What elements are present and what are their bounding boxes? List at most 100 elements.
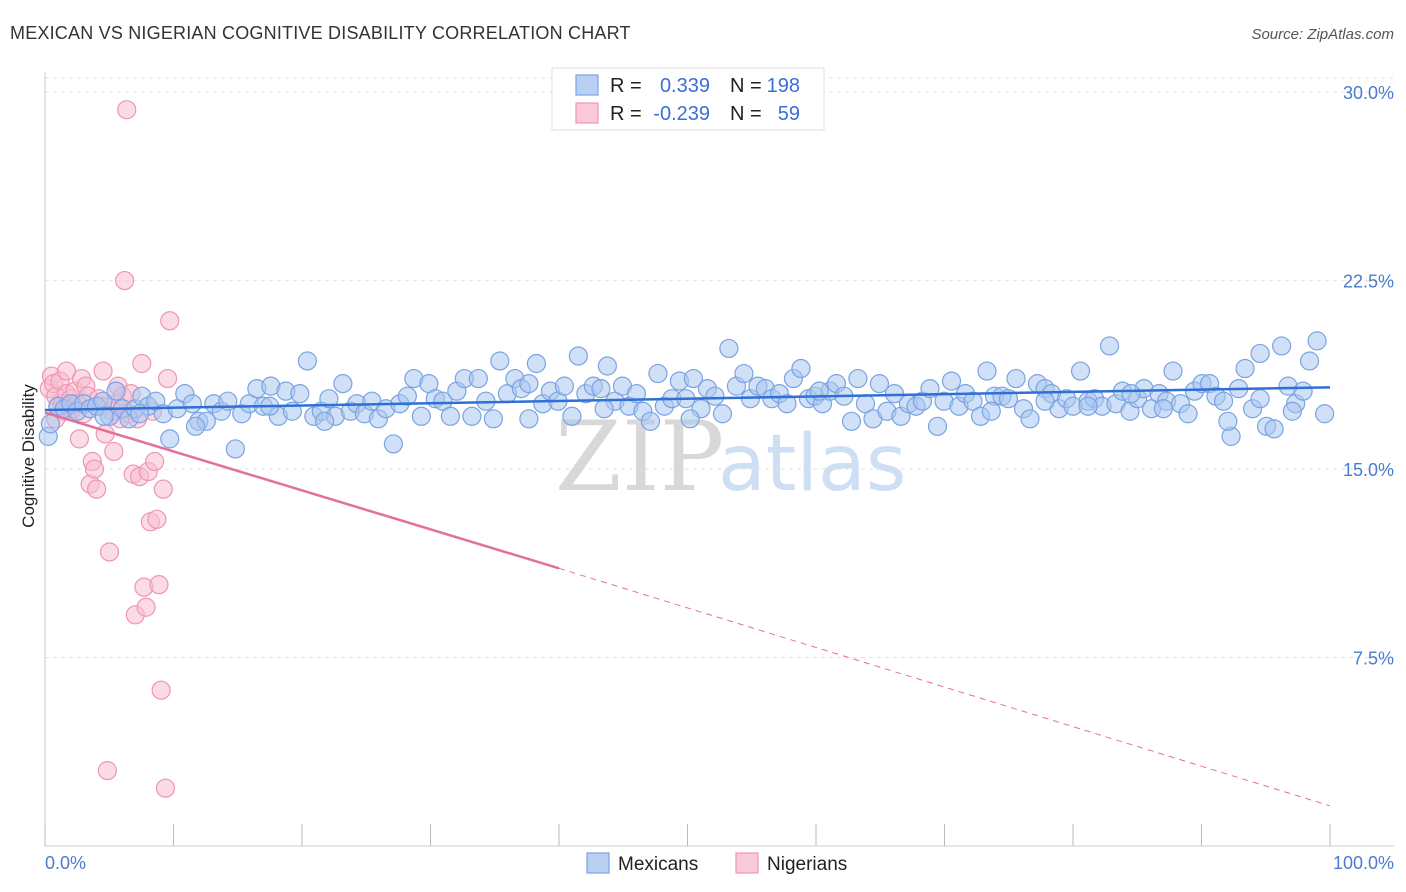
- y-axis-label: Cognitive Disability: [19, 384, 38, 528]
- legend-n-label-mexicans: N =: [730, 75, 762, 97]
- x-tick-label-max: 100.0%: [1333, 853, 1394, 873]
- mexican-point: [462, 406, 482, 426]
- mexican-point: [941, 371, 962, 391]
- mexican-point: [848, 368, 868, 389]
- mexican-point: [568, 346, 588, 366]
- bottom-legend-label-mexicans: Mexicans: [618, 854, 698, 875]
- mexican-point: [1006, 368, 1026, 389]
- nigerian-point: [69, 429, 90, 449]
- mexican-point: [440, 406, 460, 426]
- mexican-point: [791, 358, 811, 379]
- y-tick-label: 22.5%: [1343, 272, 1394, 292]
- mexican-point: [94, 406, 114, 426]
- mexican-point: [1250, 343, 1270, 364]
- mexican-point: [1250, 389, 1270, 409]
- mexican-point: [680, 409, 700, 429]
- mexican-point: [712, 404, 733, 424]
- mexican-point: [719, 338, 739, 359]
- y-tick-label: 30.0%: [1343, 83, 1394, 103]
- mexican-point: [526, 353, 547, 374]
- mexican-point: [290, 384, 310, 404]
- legend-swatch-nigerians: [575, 102, 599, 124]
- trend-line-mexicans: [44, 386, 1331, 412]
- mexican-point: [1163, 361, 1183, 381]
- mexican-point: [977, 361, 997, 381]
- legend-swatch-mexicans: [575, 74, 599, 96]
- nigerian-point: [147, 509, 167, 529]
- trend-line-nigerians: [44, 411, 560, 570]
- mexican-point: [490, 351, 510, 371]
- legend-r-label-mexicans: R =: [610, 75, 642, 97]
- nigerian-point: [149, 575, 169, 595]
- mexican-point: [1315, 404, 1335, 424]
- mexican-point: [185, 416, 206, 436]
- nigerian-point: [114, 270, 135, 291]
- mexican-point: [562, 406, 582, 426]
- x-axis-ticks: [44, 824, 1331, 846]
- trend-lines: [44, 386, 1331, 807]
- mexican-point: [40, 414, 60, 434]
- legend-r-value-mexicans: 0.339: [660, 75, 710, 97]
- nigerian-point: [97, 761, 117, 781]
- legend-n-value-nigerians: 59: [778, 103, 800, 125]
- y-tick-label: 7.5%: [1353, 649, 1394, 669]
- mexican-point: [1218, 411, 1238, 431]
- legend-n-value-mexicans: 198: [767, 75, 800, 97]
- mexican-point: [927, 416, 948, 436]
- mexican-point: [519, 374, 539, 394]
- watermark-atlas: atlas: [718, 419, 907, 509]
- mexican-point: [1121, 384, 1141, 404]
- nigerian-point: [56, 361, 77, 381]
- mexican-point: [1178, 404, 1198, 424]
- mexican-point: [648, 363, 668, 384]
- chart-source: Source: ZipAtlas.com: [1251, 26, 1394, 43]
- mexican-point: [777, 394, 797, 414]
- nigerian-point: [155, 778, 176, 798]
- nigerian-point: [99, 542, 120, 562]
- x-tick-label-min: 0.0%: [45, 853, 86, 873]
- mexican-point: [597, 356, 617, 376]
- legend-r-label-nigerians: R =: [610, 103, 642, 125]
- mexican-point: [319, 389, 339, 409]
- mexican-point: [981, 401, 1001, 421]
- mexican-point: [297, 351, 317, 371]
- mexican-point: [1078, 396, 1098, 416]
- mexican-point: [225, 439, 245, 459]
- y-tick-labels: 7.5% 15.0% 22.5% 30.0%: [1343, 83, 1394, 668]
- mexican-point: [519, 409, 539, 429]
- series-nigerians: [39, 100, 180, 798]
- mexican-point: [1264, 419, 1284, 439]
- legend-r-value-nigerians: -0.239: [653, 103, 710, 125]
- mexican-point: [869, 374, 890, 394]
- bottom-legend-swatch-nigerians: [735, 852, 759, 874]
- mexican-point: [106, 381, 126, 401]
- mexican-point: [626, 384, 647, 404]
- mexican-point: [841, 411, 862, 431]
- bottom-legend: Mexicans Nigerians: [586, 852, 847, 875]
- mexican-point: [734, 363, 754, 384]
- nigerian-point: [157, 368, 178, 389]
- nigerian-point: [151, 680, 171, 700]
- mexican-point: [1070, 361, 1091, 381]
- legend-box: R = 0.339 N = 198 R = -0.239 N = 59: [551, 67, 825, 131]
- mexican-point: [468, 368, 488, 389]
- mexican-point: [383, 434, 404, 454]
- mexican-point: [1213, 391, 1234, 411]
- nigerian-point: [87, 479, 107, 499]
- y-tick-label: 15.0%: [1343, 460, 1394, 480]
- mexican-point: [640, 411, 661, 431]
- mexican-point: [433, 391, 453, 411]
- bottom-legend-label-nigerians: Nigerians: [767, 854, 847, 875]
- mexican-point: [1099, 336, 1120, 356]
- legend-n-label-nigerians: N =: [730, 103, 762, 125]
- mexican-point: [1299, 351, 1320, 371]
- mexican-point: [594, 399, 614, 419]
- nigerian-point: [132, 353, 152, 374]
- mexican-point: [554, 376, 574, 396]
- mexican-point: [1035, 391, 1055, 411]
- mexican-point: [160, 429, 180, 449]
- nigerian-point: [136, 597, 156, 617]
- nigerian-point: [93, 361, 113, 381]
- mexican-point: [705, 386, 725, 406]
- mexican-point: [333, 374, 353, 394]
